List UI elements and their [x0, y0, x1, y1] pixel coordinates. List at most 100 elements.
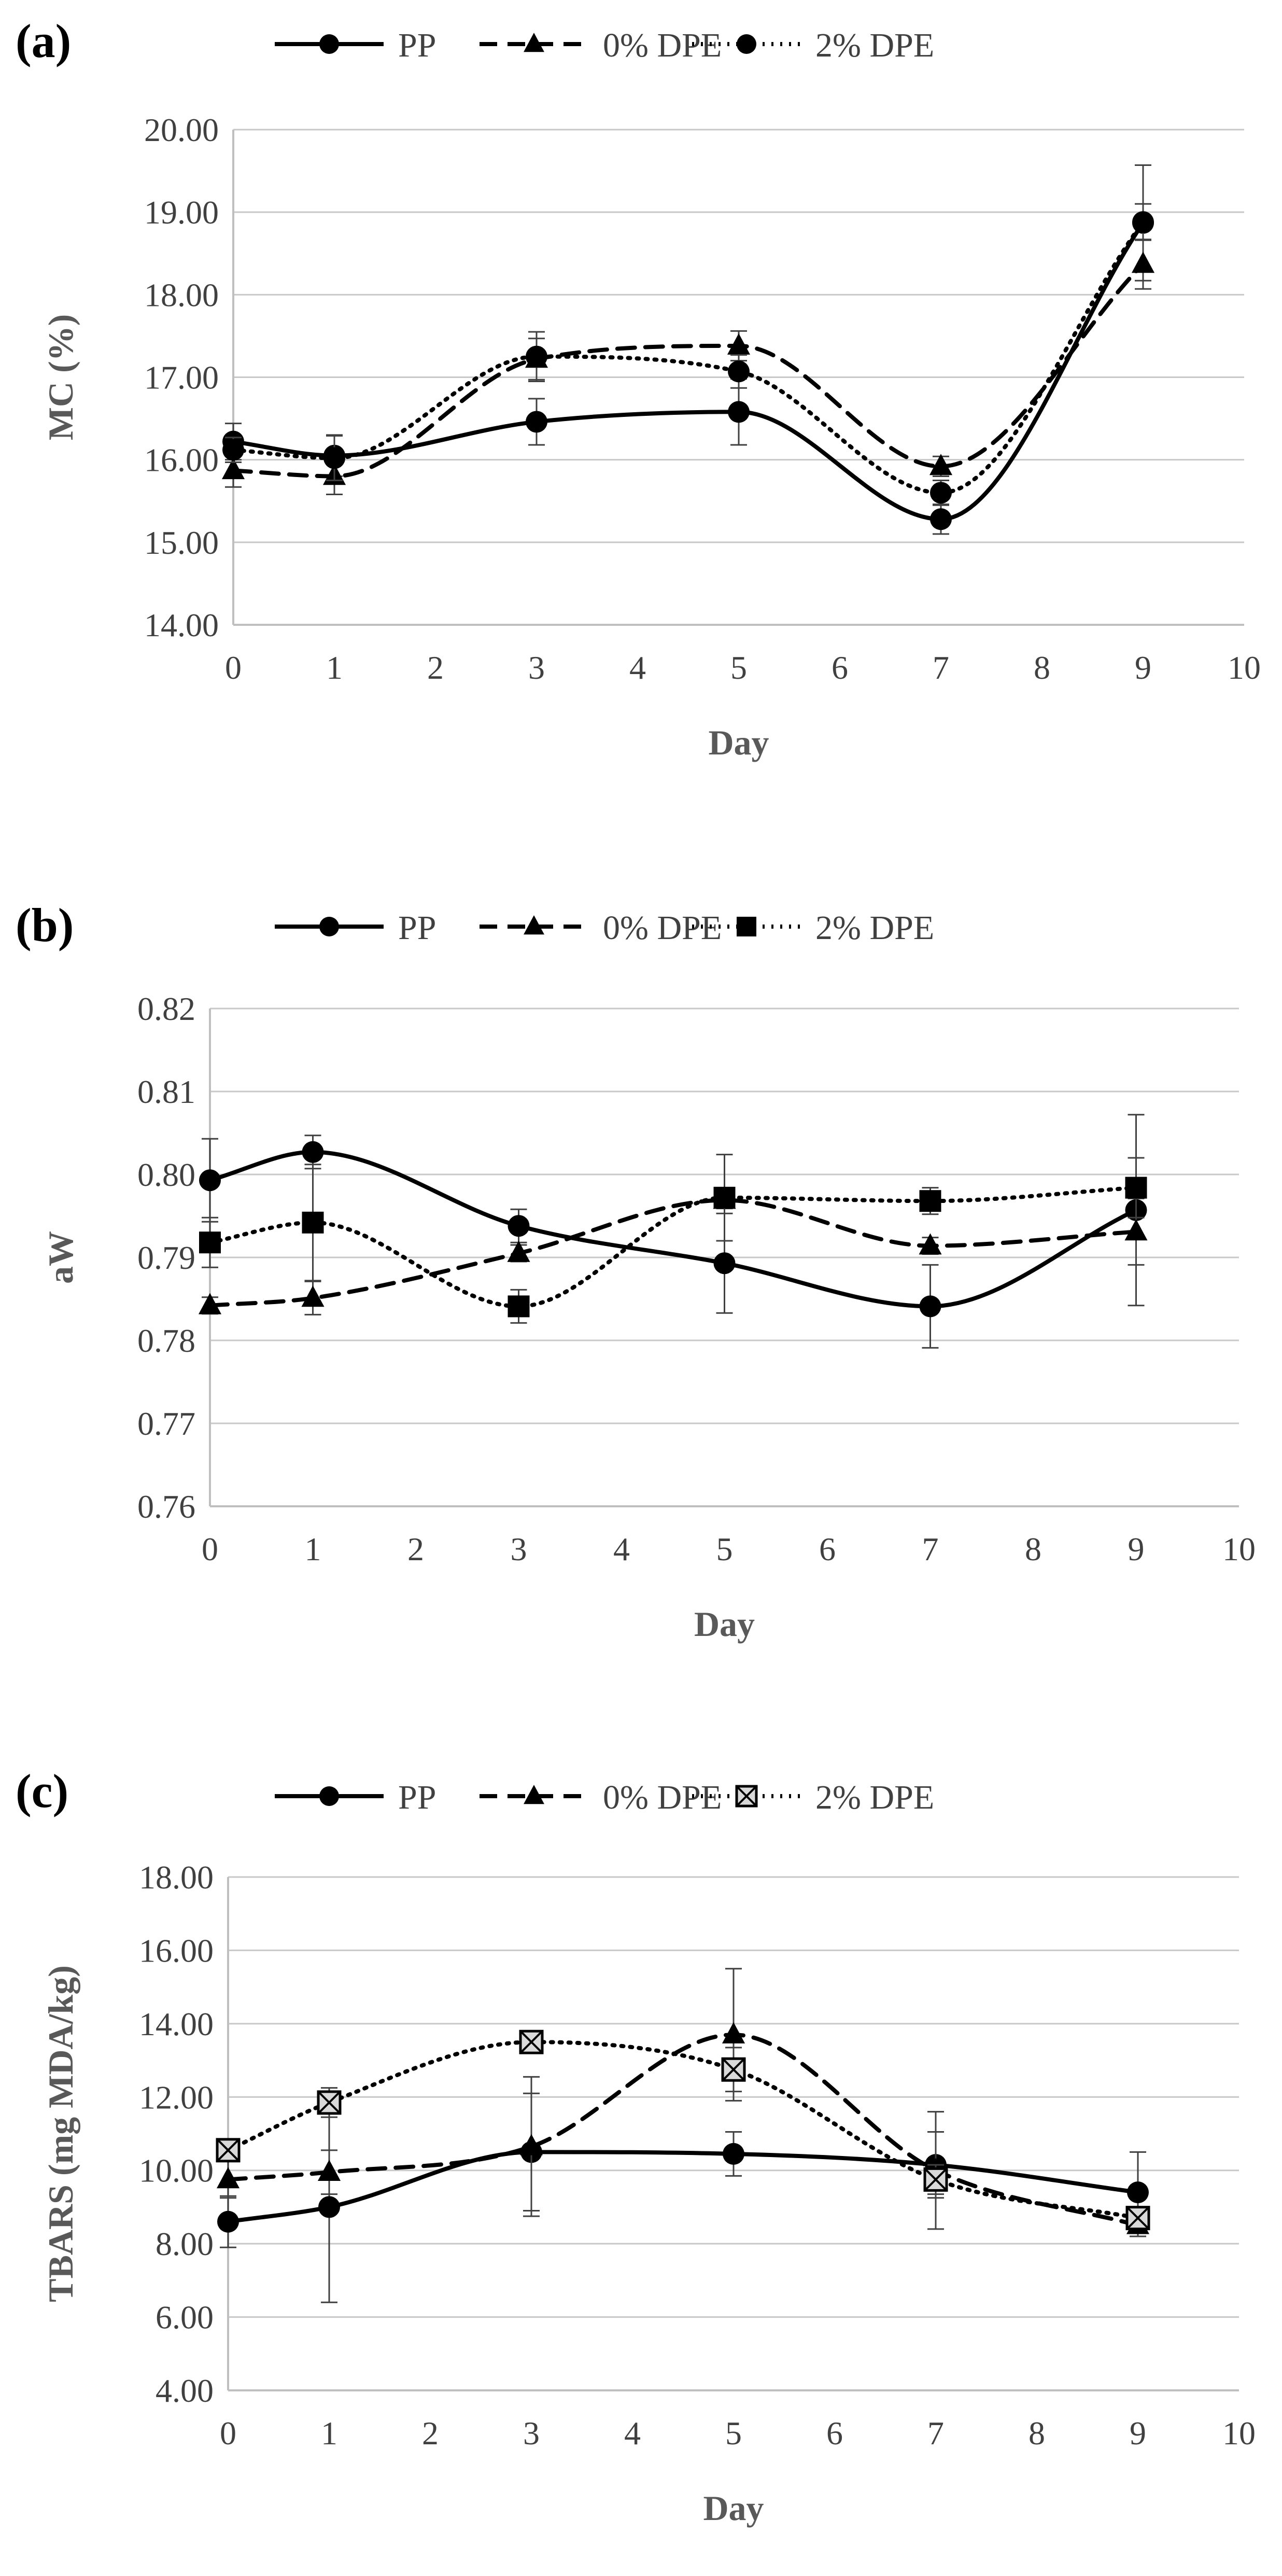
- data-point: [1132, 211, 1154, 233]
- x-axis-title: Day: [703, 2488, 764, 2528]
- x-tick-label: 3: [528, 649, 545, 686]
- legend: PP 0% DPE 2% DPE: [275, 1779, 934, 1816]
- data-point: [302, 1211, 324, 1234]
- x-tick-label: 10: [1222, 2415, 1256, 2452]
- x-axis-title: Day: [694, 1604, 755, 1644]
- x-tick-label: 7: [927, 2415, 944, 2452]
- data-point: [221, 458, 245, 480]
- x-tick-label: 5: [725, 2415, 742, 2452]
- data-point: [508, 1215, 530, 1237]
- mc-chart: (a) 14.00 15.00 16.00 17.00 18.00 19.00 20.00 0 1…: [16, 15, 1261, 762]
- x-tick-label: 9: [1135, 649, 1151, 686]
- x-tick-label: 1: [326, 649, 343, 686]
- y-tick-label: 4.00: [156, 2372, 214, 2409]
- x-tick-label: 8: [1034, 649, 1050, 686]
- x-tick-label: 6: [832, 649, 848, 686]
- legend-marker: [524, 915, 544, 935]
- legend-item: 2% DPE: [692, 1779, 934, 1816]
- data-point: [919, 1295, 941, 1318]
- data-point: [318, 2196, 340, 2218]
- data-point: [919, 1190, 941, 1212]
- y-tick-label: 14.00: [144, 607, 219, 643]
- x-tick-label: 9: [1130, 2415, 1146, 2452]
- x-tick-label: 2: [427, 649, 444, 686]
- series-pp: [222, 164, 1154, 535]
- data-point: [1125, 2206, 1150, 2231]
- data-point: [217, 2210, 239, 2233]
- legend-marker: [319, 917, 339, 936]
- y-tick-label: 0.78: [137, 1322, 195, 1359]
- x-tick-label: 0: [202, 1531, 218, 1567]
- data-point: [728, 401, 750, 423]
- data-point: [216, 2167, 240, 2189]
- x-tick-label: 10: [1222, 1531, 1256, 1567]
- series-line: [226, 2033, 1140, 2228]
- x-tick-label: 2: [422, 2415, 439, 2452]
- y-axis-title: MC (%): [41, 314, 80, 441]
- series-0-dpe: [216, 1968, 1150, 2237]
- legend-item: 2% DPE: [692, 909, 934, 947]
- data-point: [519, 2134, 543, 2155]
- x-tick-label: 10: [1228, 649, 1261, 686]
- data-point: [323, 447, 345, 469]
- legend-marker: [319, 1786, 339, 1806]
- series-2-dpe: [222, 203, 1154, 506]
- x-tick-label: 4: [613, 1531, 630, 1567]
- data-point: [923, 2167, 948, 2192]
- y-tick-label: 16.00: [139, 1932, 214, 1969]
- data-point: [1124, 1219, 1148, 1241]
- data-point: [721, 2057, 746, 2082]
- x-tick-label: 8: [1029, 2415, 1045, 2452]
- data-point: [526, 345, 547, 368]
- series-2-dpe: [216, 2029, 1150, 2231]
- x-tick-label: 4: [624, 2415, 641, 2452]
- legend-item: PP: [275, 1779, 436, 1816]
- y-tick-label: 14.00: [139, 2006, 214, 2042]
- x-tick-label: 0: [225, 649, 242, 686]
- data-point: [727, 333, 751, 355]
- x-tick-label: 7: [922, 1531, 939, 1567]
- data-point: [199, 1231, 221, 1254]
- y-tick-label: 0.82: [137, 990, 195, 1027]
- data-point: [728, 360, 750, 383]
- data-point: [1125, 1177, 1147, 1199]
- legend-item: PP: [275, 26, 436, 64]
- data-point: [519, 2029, 544, 2054]
- data-point: [930, 508, 952, 530]
- data-point: [216, 2138, 241, 2163]
- x-tick-label: 4: [629, 649, 646, 686]
- legend-label: 2% DPE: [815, 1779, 934, 1816]
- aw-chart: (b) 0.76 0.77 0.78 0.79 0.80 0.81 0.82 0 1 2 3 4 5 6 7 8…: [16, 899, 1256, 1644]
- series-2-dpe: [199, 1154, 1147, 1324]
- legend-label: 0% DPE: [603, 909, 722, 947]
- data-point: [222, 439, 244, 461]
- y-axis-title: TBARS (mg MDA/kg): [41, 1965, 80, 2302]
- x-tick-label: 8: [1025, 1531, 1041, 1567]
- y-tick-label: 20.00: [144, 111, 219, 148]
- series-pp: [217, 2092, 1149, 2303]
- x-tick-label: 1: [305, 1531, 321, 1567]
- y-tick-label: 0.80: [137, 1156, 195, 1193]
- legend-marker: [524, 1785, 544, 1804]
- x-tick-label: 7: [933, 649, 949, 686]
- data-point: [723, 2143, 744, 2165]
- y-tick-label: 19.00: [144, 194, 219, 231]
- y-tick-label: 12.00: [139, 2079, 214, 2116]
- x-tick-label: 5: [716, 1531, 733, 1567]
- chart-panel-a: (a) 14.00 15.00 16.00 17.00 18.00 19.00 20.00 0 1…: [0, 0, 1282, 809]
- chart-panel-b: (b) 0.76 0.77 0.78 0.79 0.80 0.81 0.82 0 1 2 3 4 5 6 7 8…: [0, 881, 1282, 1685]
- legend-marker: [735, 1785, 758, 1808]
- data-point: [198, 1293, 222, 1314]
- data-point: [199, 1169, 221, 1192]
- y-tick-label: 0.76: [137, 1488, 195, 1525]
- y-tick-label: 18.00: [144, 276, 219, 313]
- series-line: [231, 220, 1145, 522]
- legend-label: 2% DPE: [815, 26, 934, 64]
- y-axis-title: aW: [41, 1231, 80, 1284]
- legend-label: PP: [398, 909, 436, 947]
- legend-item: PP: [275, 909, 436, 947]
- legend: PP 0% DPE 2% DPE: [275, 909, 934, 947]
- legend-label: PP: [398, 1779, 436, 1816]
- series-line: [231, 262, 1145, 479]
- legend-item: 2% DPE: [692, 26, 934, 64]
